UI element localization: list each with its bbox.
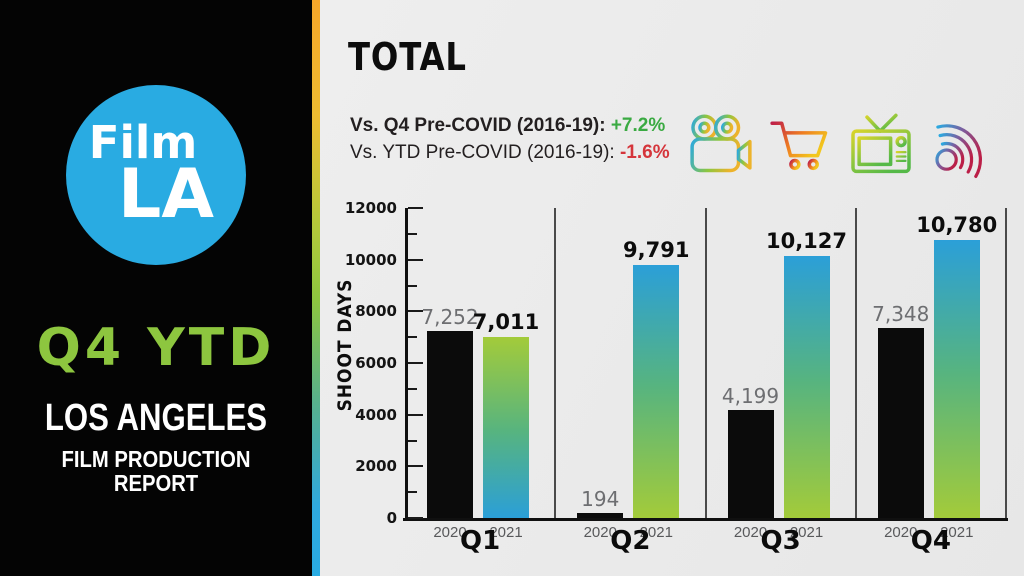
bar-2020-q2 <box>577 512 624 518</box>
y-axis-major-tick <box>408 362 423 364</box>
year-label-2021: 2021 <box>940 524 974 541</box>
bar-2021-q4 <box>933 239 980 518</box>
shoot-days-bar-chart: SHOOT DAYS 0 2000 4000 6000 8000 10000 12000 7,2… <box>320 0 1024 576</box>
bar-2021-q2 <box>633 265 680 518</box>
bar-value-2020-q1: 7,252 <box>421 304 479 329</box>
y-axis-tick-label: 6000 <box>355 354 397 372</box>
comparison-q4: Vs. Q4 Pre-COVID (2016-19): +7.2% <box>350 112 670 139</box>
quarter-label-q2: Q2 <box>610 526 651 556</box>
comparison-q4-label: Vs. Q4 Pre-COVID (2016-19): <box>350 115 606 136</box>
y-axis-minor-tick <box>408 284 417 287</box>
year-label-2020: 2020 <box>733 524 768 541</box>
television-icon <box>846 104 916 188</box>
year-label-2020: 2020 <box>583 524 617 541</box>
shopping-cart-icon <box>766 104 836 188</box>
bar-value-2021-q3: 10,127 <box>765 229 848 254</box>
y-axis-minor-tick <box>408 232 417 235</box>
bar-value-2021-q1: 7,011 <box>472 309 540 334</box>
movie-camera-icon <box>686 104 756 188</box>
section-title: TOTAL <box>348 35 467 79</box>
quarter-separator <box>554 208 557 518</box>
logo-text-la: LA <box>118 155 214 234</box>
report-panel: TOTAL Vs. Q4 Pre-COVID (2016-19): +7.2% … <box>320 0 1024 576</box>
bar-value-2021-q2: 9,791 <box>623 238 690 263</box>
bar-2021-q1 <box>483 336 529 518</box>
comparison-ytd: Vs. YTD Pre-COVID (2016-19): -1.6% <box>350 139 670 166</box>
quarter-separator <box>854 208 857 518</box>
covid-comparison-block: Vs. Q4 Pre-COVID (2016-19): +7.2% Vs. YT… <box>350 112 670 166</box>
bar-value-2020-q4: 7,348 <box>872 302 930 327</box>
year-label-2020: 2020 <box>433 524 467 541</box>
quarter-separator <box>1005 208 1007 518</box>
bar-2020-q3 <box>727 409 774 518</box>
y-axis-tick-label: 4000 <box>355 405 397 424</box>
bar-2020-q4 <box>877 328 924 518</box>
bar-value-2020-q3: 4,199 <box>721 383 780 408</box>
y-axis-tick-label: 8000 <box>355 302 397 321</box>
comparison-ytd-label: Vs. YTD Pre-COVID (2016-19): <box>350 142 615 163</box>
brand-gradient-stripe <box>312 0 320 576</box>
x-axis-line <box>403 518 1008 521</box>
y-axis-tick-label: 2000 <box>355 457 397 476</box>
y-axis-major-tick <box>408 465 423 468</box>
year-label-2020: 2020 <box>884 524 918 541</box>
report-quarter-title: Q4 YTD <box>36 318 276 378</box>
logo-text-film: Film <box>88 116 198 169</box>
year-label-2021: 2021 <box>489 524 523 541</box>
y-axis-minor-tick <box>408 439 417 442</box>
sidebar: Film LA Q4 YTD LOS ANGELES FILM PRODUCTI… <box>0 0 312 576</box>
bar-2020-q1 <box>427 330 473 518</box>
quarter-label-q1: Q1 <box>460 526 501 556</box>
bar-value-2020-q2: 194 <box>581 486 620 511</box>
year-label-2021: 2021 <box>639 524 673 541</box>
quarter-label-q4: Q4 <box>910 526 951 556</box>
y-axis-major-tick <box>408 310 423 313</box>
y-axis-major-tick <box>408 413 423 416</box>
production-type-icons <box>686 104 996 188</box>
y-axis-minor-tick <box>408 336 417 339</box>
y-axis-tick-label: 0 <box>386 509 397 527</box>
y-axis-tick-label: 12000 <box>344 199 397 217</box>
y-axis-major-tick <box>408 258 423 261</box>
y-axis-line <box>405 208 408 521</box>
filmla-logo: Film LA <box>66 85 246 265</box>
comparison-ytd-value: -1.6% <box>619 142 670 163</box>
bar-2021-q3 <box>783 256 830 518</box>
report-region: LOS ANGELES <box>44 397 268 439</box>
bar-value-2021-q4: 10,780 <box>916 212 998 237</box>
y-axis-tick-label: 10000 <box>344 250 397 269</box>
year-label-2021: 2021 <box>789 524 824 541</box>
comparison-q4-value: +7.2% <box>610 115 666 136</box>
y-axis-major-tick <box>408 207 423 209</box>
quarter-label-q3: Q3 <box>760 526 801 556</box>
y-axis-minor-tick <box>408 491 417 494</box>
y-axis-minor-tick <box>408 387 417 390</box>
report-tagline: FILM PRODUCTION REPORT <box>61 446 251 496</box>
y-axis-major-tick <box>408 517 423 519</box>
quarter-separator <box>704 208 707 518</box>
wireless-signal-icon <box>926 104 996 188</box>
